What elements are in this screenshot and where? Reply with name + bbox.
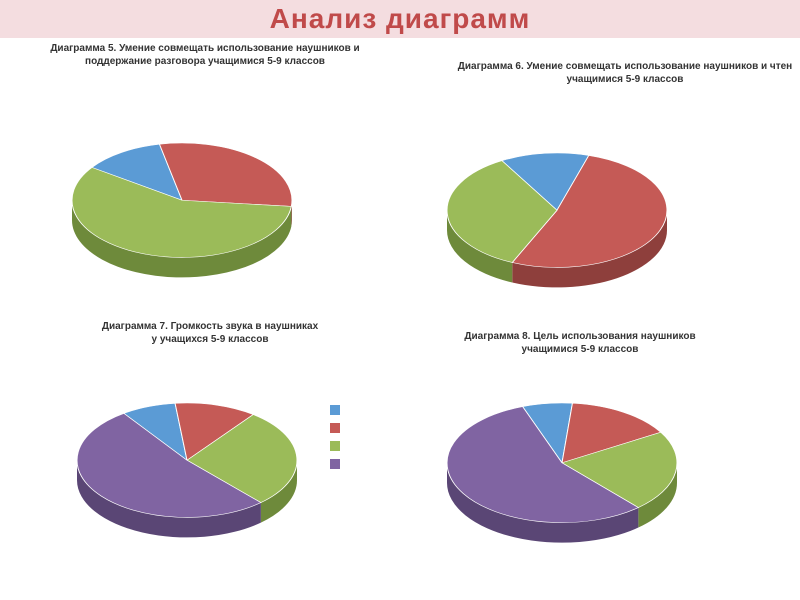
title-banner: Анализ диаграмм xyxy=(0,0,800,38)
chart5-pie xyxy=(70,140,294,287)
chart7-caption-line2: у учащихся 5-9 классов xyxy=(152,334,269,345)
chart6-pie xyxy=(445,150,669,297)
chart5-caption-line1: Диаграмма 5. Умение совмещать использова… xyxy=(50,43,359,54)
legend-swatch-0 xyxy=(330,405,340,415)
legend-swatch-1 xyxy=(330,423,340,433)
legend-swatch-2 xyxy=(330,441,340,451)
chart5-caption: Диаграмма 5. Умение совмещать использова… xyxy=(30,42,380,68)
chart7-pie xyxy=(75,400,299,547)
chart5-caption-line2: поддержание разговора учащимися 5-9 клас… xyxy=(85,56,325,67)
chart7-caption-line1: Диаграмма 7. Громкость звука в наушниках xyxy=(102,321,318,332)
chart8-caption-line2: учащимися 5-9 классов xyxy=(522,344,639,355)
page-title: Анализ диаграмм xyxy=(270,3,531,35)
chart7-legend xyxy=(330,405,340,469)
chart6-caption-line2: учащимися 5-9 классов xyxy=(567,74,684,85)
chart6-caption: Диаграмма 6. Умение совмещать использова… xyxy=(450,60,800,86)
chart7-caption: Диаграмма 7. Громкость звука в наушниках… xyxy=(60,320,360,346)
chart8-pie xyxy=(445,400,679,553)
chart8-caption-line1: Диаграмма 8. Цель использования наушнико… xyxy=(464,331,695,342)
legend-swatch-3 xyxy=(330,459,340,469)
chart8-caption: Диаграмма 8. Цель использования наушнико… xyxy=(430,330,730,356)
chart6-caption-line1: Диаграмма 6. Умение совмещать использова… xyxy=(458,61,792,72)
